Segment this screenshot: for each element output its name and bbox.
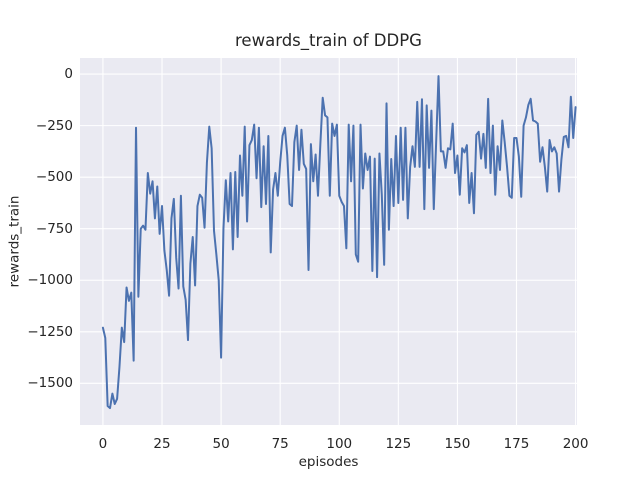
y-tick-label: −750 <box>35 220 73 237</box>
x-tick-label: 125 <box>385 436 412 452</box>
rewards-line <box>101 75 577 410</box>
x-axis-label: episodes <box>298 454 359 470</box>
x-tick-label: 50 <box>212 436 230 452</box>
chart-title: rewards_train of DDPG <box>235 31 422 50</box>
x-tick-label: 0 <box>98 436 108 452</box>
x-tick-label: 175 <box>503 436 530 452</box>
x-tick-label: 200 <box>562 436 589 452</box>
y-tick-label: −1000 <box>27 272 73 289</box>
y-tick-label: −1250 <box>27 323 73 340</box>
y-tick-label: −1500 <box>27 375 73 392</box>
y-tick-label: −250 <box>35 117 73 134</box>
y-tick-label: 0 <box>64 66 73 83</box>
y-axis-label: rewards_train <box>6 195 23 288</box>
gridlines <box>80 58 577 425</box>
plot-area <box>80 58 577 425</box>
x-tick-label: 150 <box>444 436 471 452</box>
x-tick-label: 75 <box>271 436 289 452</box>
y-tick-label: −500 <box>35 169 73 186</box>
x-tick-label: 100 <box>326 436 353 452</box>
line-plot-svg <box>80 58 577 425</box>
x-tick-label: 25 <box>153 436 171 452</box>
